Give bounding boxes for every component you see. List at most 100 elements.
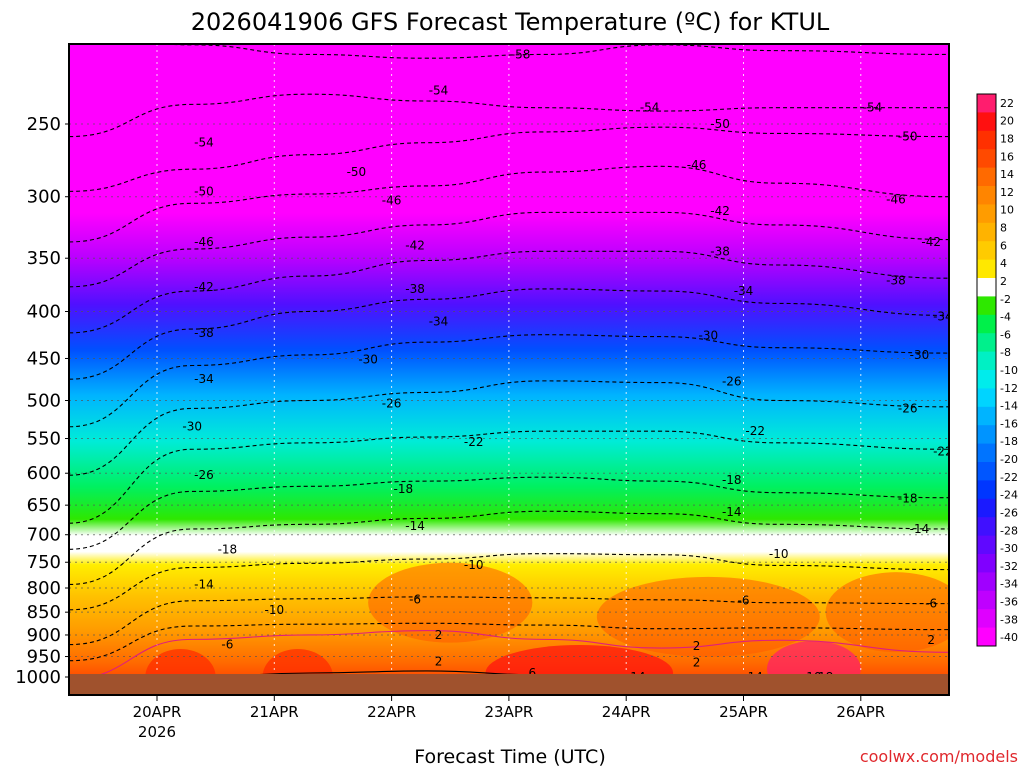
colorbar-swatch xyxy=(977,94,996,113)
x-tick-label: 22APR xyxy=(367,703,416,721)
contour-line xyxy=(69,380,949,476)
warm-boundary-layer xyxy=(145,562,949,695)
colorbar-swatch xyxy=(977,222,996,242)
colorbar-swatch xyxy=(977,296,996,316)
y-tick-label: 250 xyxy=(27,114,61,135)
y-tick-label: 400 xyxy=(27,301,61,322)
contour-line xyxy=(69,288,949,380)
contour-label: 2 xyxy=(435,628,443,642)
contour-label: 2 xyxy=(693,655,701,669)
chart-title: 2026041906 GFS Forecast Temperature (ºC)… xyxy=(191,8,830,36)
colorbar-label: -22 xyxy=(1000,471,1018,484)
y-tick-label: 700 xyxy=(27,525,61,546)
colorbar-swatch xyxy=(977,388,996,408)
colorbar-label: -14 xyxy=(1000,400,1018,413)
contour-label: -26 xyxy=(194,468,214,482)
colorbar-label: -6 xyxy=(1000,328,1011,341)
contour-line xyxy=(69,430,949,524)
colorbar-swatch xyxy=(977,627,996,647)
contour-label: -42 xyxy=(921,235,941,249)
x-axis-label: Forecast Time (UTC) xyxy=(414,746,605,768)
contour-label: -50 xyxy=(194,184,214,198)
y-tick-label: 800 xyxy=(27,578,61,599)
colorbar-label: 2 xyxy=(1000,275,1007,288)
x-tick-label: 21APR xyxy=(250,703,299,721)
contour-label: -14 xyxy=(910,522,930,536)
contour-label: -34 xyxy=(734,284,754,298)
colorbar-label: -28 xyxy=(1000,524,1018,537)
colorbar-swatch xyxy=(977,149,996,169)
colorbar-swatch xyxy=(977,333,996,353)
colorbar-swatch xyxy=(977,535,996,555)
x-tick-label: 24APR xyxy=(602,703,651,721)
colorbar-label: -10 xyxy=(1000,364,1018,377)
colorbar-label: -40 xyxy=(1000,631,1018,644)
colorbar-swatch xyxy=(977,351,996,371)
colorbar-swatch xyxy=(977,462,996,481)
warm-cell xyxy=(825,572,949,653)
colorbar-label: -16 xyxy=(1000,417,1018,430)
contour-label: -34 xyxy=(194,372,214,386)
contour-line xyxy=(69,93,949,138)
colorbar-swatch xyxy=(977,112,996,132)
contour-label: -42 xyxy=(405,238,425,252)
colorbar-swatch xyxy=(977,425,996,445)
ground-surface xyxy=(69,674,949,695)
colorbar-label: -2 xyxy=(1000,293,1011,306)
contour-label: -10 xyxy=(264,603,284,617)
colorbar-swatch xyxy=(977,314,996,334)
y-tick-label: 650 xyxy=(27,495,61,516)
contour-line xyxy=(69,510,949,586)
x-axis: 20APR 21APR 22APR 23APR 24APR 25APR 26APR 2026 xyxy=(133,695,885,741)
colorbar-label: -30 xyxy=(1000,542,1018,555)
contour-label: -22 xyxy=(464,435,484,449)
contour-label: 6 xyxy=(529,666,537,680)
y-tick-label: 900 xyxy=(27,625,61,646)
plot-area: -58-58 -58-54-54 -54-54-50-50-50-50-46-46-… xyxy=(69,44,959,695)
x-tick-label: 23APR xyxy=(484,703,533,721)
colorbar-label: -38 xyxy=(1000,613,1018,626)
contour-label: -38 xyxy=(886,273,906,287)
colorbar-label: -24 xyxy=(1000,489,1018,502)
contour-label: -46 xyxy=(382,194,402,208)
y-tick-label: 1000 xyxy=(15,667,61,688)
contour-label: -34 xyxy=(429,314,449,328)
contour-label: -18 xyxy=(218,542,238,556)
contour-label: 6 xyxy=(951,676,959,690)
contour-line xyxy=(69,250,949,334)
colorbar-label: 16 xyxy=(1000,150,1014,163)
colorbar-label: 14 xyxy=(1000,168,1014,181)
x-tick-label: 20APR xyxy=(133,703,182,721)
colorbar-swatch xyxy=(977,443,996,463)
contour-label: -46 xyxy=(687,158,707,172)
colorbar-swatch xyxy=(977,406,996,426)
colorbar-swatch xyxy=(977,204,996,224)
contour-label: -50 xyxy=(347,165,367,179)
contour-label: -22 xyxy=(933,444,953,458)
contour-label: -14 xyxy=(194,577,214,591)
colorbar-label: -36 xyxy=(1000,595,1018,608)
colorbar-swatch xyxy=(977,370,996,389)
x-tick-label: 25APR xyxy=(719,703,768,721)
contour-line xyxy=(69,596,949,646)
colorbar-label: 20 xyxy=(1000,115,1014,128)
contour-label: -6 xyxy=(925,597,937,611)
colorbar-swatch xyxy=(977,241,996,261)
contour-line xyxy=(69,553,949,611)
colorbar-label: -4 xyxy=(1000,311,1011,324)
colorbar-swatch xyxy=(977,130,996,150)
colorbar-label: -8 xyxy=(1000,346,1011,359)
contour-label: -50 xyxy=(710,117,730,131)
y-tick-label: 950 xyxy=(27,647,61,668)
colorbar-swatch xyxy=(977,572,996,592)
colorbar-label: 8 xyxy=(1000,222,1007,235)
contour-label: -10 xyxy=(769,547,789,561)
y-tick-label: 600 xyxy=(27,463,61,484)
y-tick-label: 550 xyxy=(27,429,61,450)
colorbar-swatch xyxy=(977,517,996,537)
colorbar-label: -12 xyxy=(1000,382,1018,395)
colorbar-swatch xyxy=(977,554,996,573)
contour-label: -42 xyxy=(194,280,214,294)
contour-label: -30 xyxy=(910,348,930,362)
